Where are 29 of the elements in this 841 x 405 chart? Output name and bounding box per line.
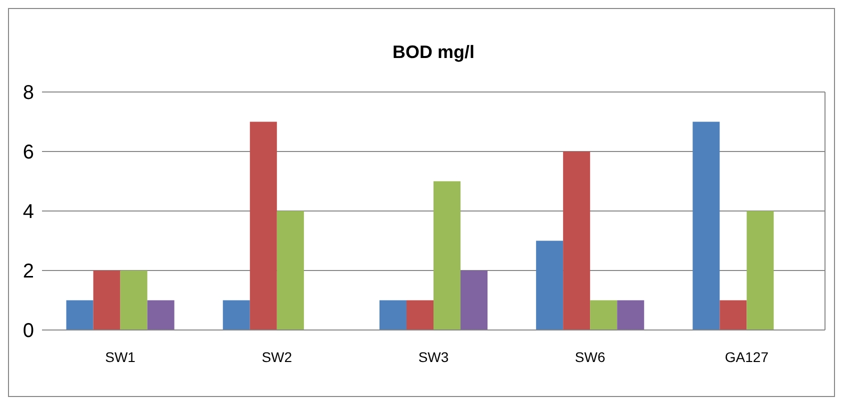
bar [434,181,461,330]
x-tick-label: SW2 [262,349,292,365]
chart-title: BOD mg/l [392,42,475,62]
bar [379,300,406,330]
bar [720,300,747,330]
bar [93,270,120,330]
bar [406,300,434,330]
x-tick-label: SW3 [418,349,449,365]
x-tick-label: SW6 [574,349,606,365]
y-tick-label: 8 [22,82,34,104]
y-tick-label: 2 [22,260,34,282]
x-tick-label: GA127 [724,349,769,365]
y-tick-label: 6 [22,142,34,164]
bar [590,300,618,330]
bar [746,211,774,330]
bar [66,300,94,330]
bar [617,300,644,330]
bar [460,270,488,330]
bar [692,122,720,330]
y-tick-label: 0 [22,320,34,342]
bar [147,300,174,330]
bar [563,152,590,330]
bar [276,211,304,330]
bar [250,122,277,330]
bar [536,240,564,330]
x-tick-label: SW1 [105,349,136,365]
y-tick-label: 4 [22,201,34,223]
bar [120,270,148,330]
bar [222,300,250,330]
